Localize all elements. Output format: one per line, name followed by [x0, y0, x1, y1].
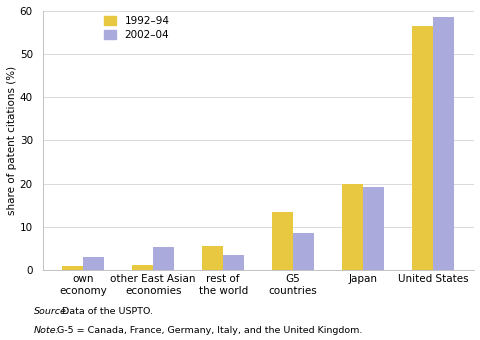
Bar — [83, 257, 104, 270]
Bar — [293, 233, 313, 270]
Text: Source:: Source: — [34, 307, 70, 317]
Bar — [411, 26, 432, 270]
Bar — [223, 255, 244, 270]
Legend: 1992–94, 2002–04: 1992–94, 2002–04 — [104, 16, 169, 40]
Bar — [272, 211, 293, 270]
Text: Note:: Note: — [34, 325, 60, 335]
Bar — [341, 184, 362, 270]
Bar — [132, 265, 153, 270]
Text: Data of the USPTO.: Data of the USPTO. — [59, 307, 152, 317]
Bar — [362, 187, 384, 270]
Bar — [153, 247, 174, 270]
Text: G-5 = Canada, France, Germany, Italy, and the United Kingdom.: G-5 = Canada, France, Germany, Italy, an… — [54, 325, 362, 335]
Y-axis label: share of patent citations (%): share of patent citations (%) — [7, 66, 17, 215]
Bar — [62, 267, 83, 270]
Bar — [432, 17, 453, 270]
Bar — [202, 246, 223, 270]
